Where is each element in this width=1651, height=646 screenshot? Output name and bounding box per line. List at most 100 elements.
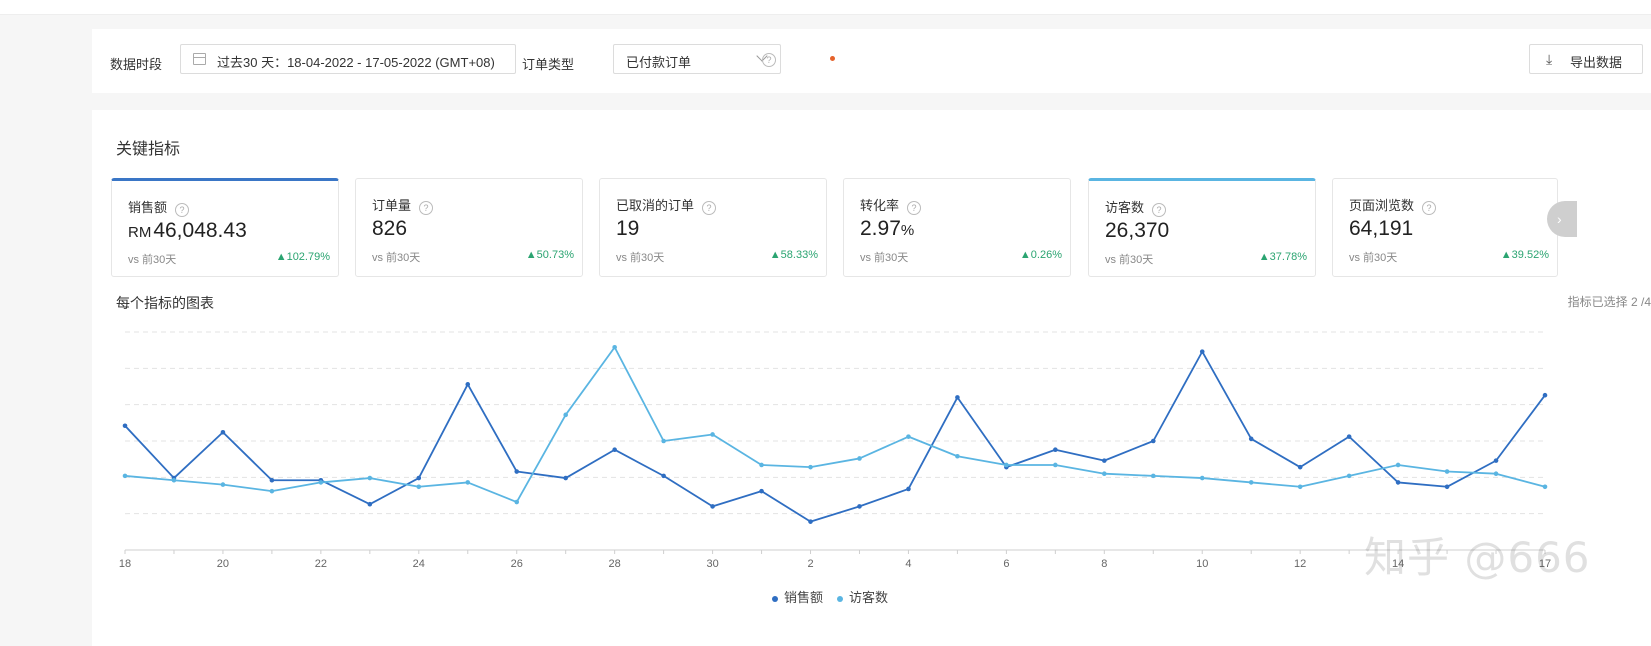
metric-change: ▲102.79% [275, 251, 330, 263]
metric-title: 访客数? [1105, 197, 1167, 217]
selected-metrics-count[interactable]: 指标已选择 2 /4 [1567, 295, 1651, 309]
metric-change: ▲50.73% [525, 249, 574, 261]
x-tick-label: 6 [1003, 558, 1009, 570]
metrics-panel: 关键指标 销售额? RM46,048.43 vs 前30天 ▲102.79% 订单量? 8… [92, 110, 1651, 646]
order-type-select[interactable]: 已付款订单 [613, 44, 781, 74]
series-line [124, 346, 1546, 503]
legend-item[interactable]: 销售额 [772, 587, 823, 606]
date-range-picker[interactable]: 过去30 天：18-04-2022 - 17-05-2022 (GMT+08) [180, 44, 516, 74]
data-point [1199, 475, 1205, 481]
data-point [1297, 484, 1303, 490]
question-icon[interactable]: ? [1422, 201, 1437, 215]
data-point [1395, 480, 1401, 485]
data-point [759, 488, 764, 494]
download-icon: ⤓ [1546, 51, 1553, 67]
data-point [269, 488, 275, 494]
chart-title: 每个指标的图表 [116, 295, 214, 311]
data-point [465, 382, 471, 387]
order-type-value: 已付款订单 [626, 55, 692, 70]
chevron-right-icon[interactable]: › [1547, 201, 1577, 237]
data-point [269, 477, 275, 483]
calendar-icon [193, 53, 206, 65]
top-bar [0, 0, 1651, 15]
question-icon[interactable]: ? [762, 53, 776, 67]
data-point [1346, 473, 1352, 479]
question-icon[interactable]: ? [419, 201, 434, 215]
metric-value: 826 [372, 217, 408, 240]
data-point [1102, 458, 1107, 463]
data-point [808, 464, 813, 470]
metric-value: 2.97% [860, 217, 915, 240]
data-point [367, 475, 373, 481]
data-point [122, 473, 128, 479]
data-point [1542, 392, 1548, 398]
data-point [1053, 447, 1058, 453]
metric-title: 转化率? [860, 195, 922, 215]
data-point [465, 480, 471, 485]
data-point [318, 480, 324, 485]
metric-card[interactable]: 转化率? 2.97% vs 前30天 ▲0.26% [843, 178, 1071, 277]
data-point [906, 486, 911, 492]
data-point [1542, 484, 1548, 490]
data-point [661, 473, 666, 479]
question-icon[interactable]: ? [702, 201, 717, 215]
data-point [1346, 434, 1352, 439]
data-point [1444, 469, 1450, 474]
data-point [710, 504, 715, 509]
filter-bar: 数据时段 过去30 天：18-04-2022 - 17-05-2022 (GMT… [92, 29, 1651, 93]
x-tick-label: 12 [1294, 558, 1306, 570]
metric-compare-label: vs 前30天 [372, 252, 421, 264]
x-tick-label: 22 [315, 558, 327, 570]
x-tick-label: 28 [609, 558, 621, 570]
legend-label: 访客数 [849, 590, 889, 605]
period-label: 数据时段 [110, 57, 163, 72]
data-point [563, 475, 568, 481]
metric-card[interactable]: 销售额? RM46,048.43 vs 前30天 ▲102.79% [111, 178, 339, 277]
line-chart: 18 20 22 24 26 28 30 2 4 6 8 10 12 14 17 [119, 331, 1551, 570]
metric-card[interactable]: 访客数? 26,370 vs 前30天 ▲37.78% [1088, 178, 1316, 277]
export-button[interactable]: ⤓ 导出数据 [1529, 44, 1643, 74]
metric-value: RM46,048.43 [128, 219, 247, 242]
metric-value: 19 [616, 217, 640, 240]
data-point [759, 462, 764, 468]
metric-card[interactable]: 已取消的订单? 19 vs 前30天 ▲58.33% [599, 178, 827, 277]
metric-compare-label: vs 前30天 [128, 254, 177, 266]
x-tick-label: 20 [217, 558, 229, 570]
data-point [1297, 464, 1303, 470]
legend-swatch [837, 595, 844, 602]
series-line [124, 350, 1546, 523]
metric-card[interactable]: 页面浏览数? 64,191 vs 前30天 ▲39.52% [1332, 178, 1558, 277]
indicator-dot [830, 56, 835, 61]
metric-value: 26,370 [1105, 219, 1170, 242]
legend-item[interactable]: 访客数 [837, 587, 888, 606]
order-type-label: 订单类型 [522, 57, 575, 72]
data-point [1395, 462, 1401, 468]
x-tick-label: 18 [119, 558, 131, 570]
data-point [661, 438, 666, 444]
legend-swatch [772, 595, 778, 602]
data-point [1199, 349, 1205, 354]
metric-compare-label: vs 前30天 [860, 252, 909, 264]
question-icon[interactable]: ? [175, 203, 190, 217]
metric-compare-label: vs 前30天 [1349, 252, 1398, 264]
data-point [1493, 458, 1499, 463]
data-point [1248, 436, 1254, 442]
date-range-value: 过去30 天：18-04-2022 - 17-05-2022 (GMT+08) [217, 55, 495, 70]
x-tick-label: 2 [807, 558, 813, 570]
data-point [514, 499, 520, 505]
data-point [1102, 471, 1107, 477]
data-point [367, 501, 373, 507]
metric-compare-label: vs 前30天 [1105, 254, 1154, 266]
metric-card[interactable]: 订单量? 826 vs 前30天 ▲50.73% [355, 178, 583, 277]
metric-change: ▲39.52% [1500, 249, 1549, 261]
question-icon[interactable]: ? [907, 201, 922, 215]
data-point [416, 484, 422, 490]
data-point [857, 504, 862, 509]
x-tick-label: 30 [706, 558, 718, 570]
metric-change: ▲58.33% [769, 249, 818, 261]
metric-title: 订单量? [372, 195, 434, 215]
metric-value: 64,191 [1349, 217, 1414, 240]
question-icon[interactable]: ? [1152, 203, 1167, 217]
data-point [1444, 484, 1450, 490]
section-title: 关键指标 [116, 141, 181, 158]
